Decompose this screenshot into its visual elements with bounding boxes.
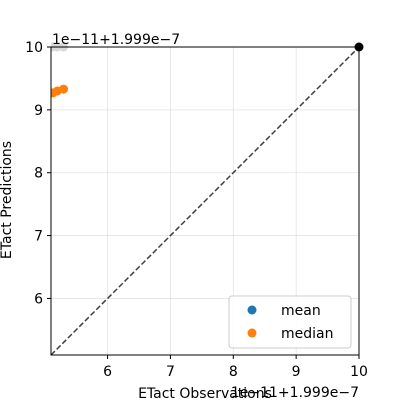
y-axis-title: ETact Predictions bbox=[0, 141, 15, 259]
legend-marker-median bbox=[247, 328, 257, 338]
x-tick-label: 9 bbox=[292, 364, 301, 380]
x-tick-label: 10 bbox=[350, 364, 368, 380]
data-point-median bbox=[59, 84, 69, 94]
x-tick-label: 8 bbox=[229, 364, 238, 380]
legend-marker-mean bbox=[247, 305, 257, 315]
y-tick-label: 7 bbox=[34, 229, 43, 245]
axis-ticks: 6 7 8 9 10 6 7 8 9 10 bbox=[25, 40, 368, 380]
legend-box bbox=[228, 295, 352, 349]
x-tick-label: 6 bbox=[103, 364, 112, 380]
legend-label-median: median bbox=[281, 326, 333, 342]
y-tick-label: 8 bbox=[34, 166, 43, 182]
y-tick-label: 6 bbox=[34, 291, 43, 307]
legend: mean median bbox=[228, 295, 352, 349]
reference-line-layer bbox=[50, 46, 360, 356]
x-axis-offset-label: 1e−11+1.999e−7 bbox=[231, 385, 359, 400]
y-tick-label: 10 bbox=[25, 40, 43, 56]
y-tick-label: 9 bbox=[34, 103, 43, 119]
legend-label-mean: mean bbox=[281, 303, 321, 319]
x-axis-title: ETact Observations bbox=[138, 386, 272, 400]
y-axis-offset-label: 1e−11+1.999e−7 bbox=[52, 32, 180, 48]
plot-frame bbox=[50, 46, 360, 356]
x-tick-label: 7 bbox=[166, 364, 175, 380]
identity-reference-line bbox=[50, 46, 360, 356]
